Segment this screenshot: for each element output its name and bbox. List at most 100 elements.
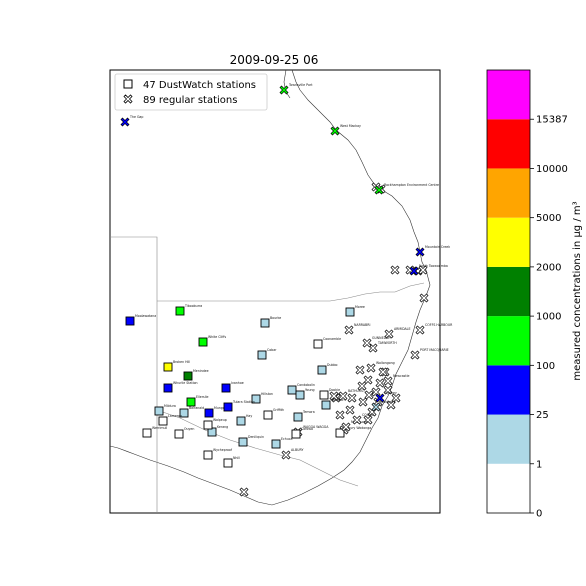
station-marker-regular [347,393,357,403]
colorbar: 0 1 25 100 1000 2000 5000 10000 15387 measured c… [486,69,583,520]
station-label: Hay [246,414,252,418]
station-label: Werrimull [152,426,167,430]
station-marker-regular [364,390,374,400]
station-label: Deniliquin [248,435,264,439]
station-marker-regular [371,402,381,412]
station-marker-regular [383,376,393,386]
station-label: Walpeup [213,418,227,422]
station-marker-regular [344,325,354,335]
station-label: Mildura [164,404,176,408]
station-label: The Gap [129,115,143,119]
legend-x-marker [123,94,133,104]
station-marker-dustwatch [125,316,135,326]
station-marker-regular [383,385,393,395]
station-marker-dustwatch [163,362,173,372]
station-marker-regular [368,343,378,353]
station-label: WAGGA WAGGA [303,425,329,429]
colorbar-segment [487,266,530,317]
station-marker-regular [345,405,355,415]
station-label: Moolawatana [135,314,156,318]
colorbar-segment [487,316,530,366]
station-marker-dustwatch [163,383,173,393]
station-marker-regular [384,329,394,339]
station-label: Balranald [189,406,204,410]
station-marker-dustwatch [142,428,152,438]
legend-box [114,73,268,111]
station-label: Dubbo [327,363,338,367]
station-marker-dustwatch [158,416,168,426]
station-marker-regular [374,185,384,195]
station-label: Ouyen [184,427,194,431]
map-axes: Townsville Port The Gap West Mackay Rockham… [109,69,453,514]
legend-entry-regular: 89 regular stations [143,95,237,106]
station-label: Bourke [270,316,281,320]
station-label: Wycheproof [213,448,233,452]
legend-square-marker [123,79,133,89]
chart-title: 2009-09-25 06 [230,53,319,67]
state-border-sa [110,236,158,513]
station-label: Griffith [273,408,284,412]
station-marker-dustwatch [287,385,297,395]
station-label: Whurlie Station [173,381,198,385]
station-marker-regular [281,450,291,460]
station-label: Cobar [267,348,277,352]
station-label: Tulara Station [232,400,255,404]
station-marker-regular [409,266,419,276]
station-marker-regular [329,391,339,401]
station-label: Corowa [301,427,313,431]
station-label: Canberra [381,400,396,404]
colorbar-tick-label: 1 [536,459,542,470]
station-marker-regular [330,126,340,136]
station-marker-dustwatch [236,416,246,426]
station-marker-regular [419,293,429,303]
colorbar-label: measured concentrations in μg / m³ [572,201,583,380]
station-marker-dustwatch [203,450,213,460]
station-label: Dookie [329,388,340,392]
colorbar-segment [487,463,530,513]
station-label: Coonamble [323,337,341,341]
colorbar-tick-label: 5000 [536,213,561,224]
station-marker-regular [418,265,428,275]
station-label: Menindee [193,369,209,373]
station-marker-regular [362,338,372,348]
station-label: Townsville Port [288,83,313,87]
station-marker-regular [375,378,385,388]
station-marker-regular [391,393,401,403]
station-marker-regular [375,393,385,403]
state-border-nsw-qld [157,282,425,302]
legend-entry-dustwatch: 47 DustWatch stations [143,80,256,91]
colorbar-tick-label: 25 [536,410,549,421]
station-marker-dustwatch [263,410,273,420]
station-marker-regular [335,410,345,420]
station-marker-regular [357,381,367,391]
station-marker-dustwatch [345,307,355,317]
station-marker-regular [415,325,425,335]
colorbar-segment [487,414,530,464]
station-label: Broken Hill [173,360,190,364]
station-marker-dustwatch [203,420,213,430]
station-label: PORT MACQUARIE [420,348,449,352]
station-label: ARMIDALE [394,327,410,331]
station-label: West Mackay [340,124,361,128]
colorbar-segment [487,70,530,120]
station-marker-dustwatch [238,437,248,447]
station-marker-dustwatch [221,383,231,393]
colorbar-tick-label: 15387 [536,115,568,126]
stations-layer: Townsville Port The Gap West Mackay Rockham… [120,83,453,497]
station-label: Nhill [233,456,240,460]
station-label: Kerang [217,425,228,429]
station-marker-dustwatch [321,400,331,410]
station-marker-dustwatch [291,429,301,439]
station-label: COOMA [362,413,375,417]
station-marker-dustwatch [313,339,323,349]
station-label: Condobolin [297,383,315,387]
station-marker-regular [390,265,400,275]
station-marker-dustwatch [204,408,214,418]
station-label: Temora [302,410,315,414]
station-marker-dustwatch [174,429,184,439]
station-marker-dustwatch [317,365,327,375]
station-marker-dustwatch [295,390,305,400]
station-label: GUNNEDAH [372,336,391,340]
station-marker-regular [338,391,348,401]
